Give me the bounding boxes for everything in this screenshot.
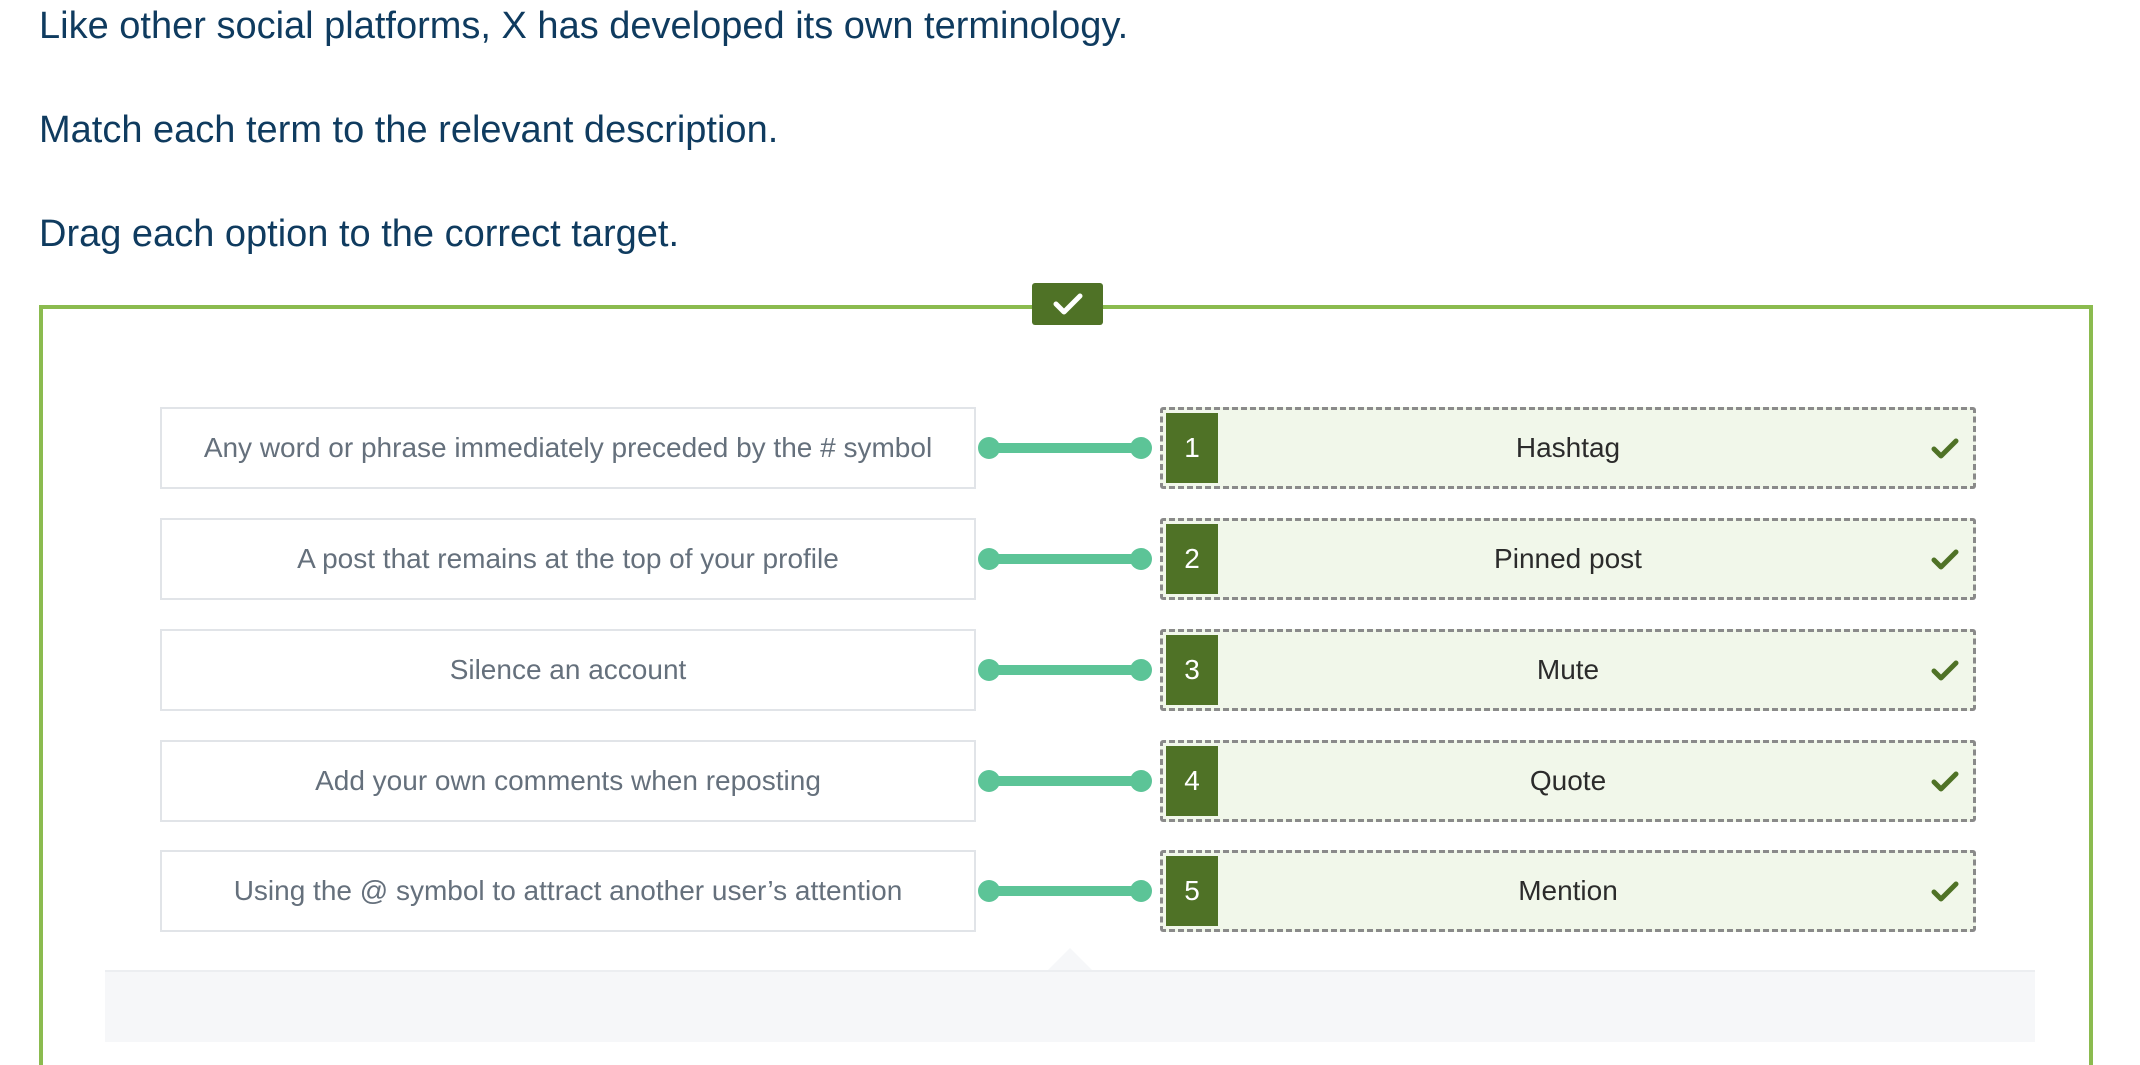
drop-target-pinned-post[interactable]: 2 Pinned post <box>1160 518 1976 600</box>
description-box: Silence an account <box>160 629 976 711</box>
drop-target-mention[interactable]: 5 Mention <box>1160 850 1976 932</box>
status-tab <box>1032 283 1103 325</box>
correct-check-icon <box>1931 881 1959 902</box>
description-box: Add your own comments when reposting <box>160 740 976 822</box>
match-row: Using the @ symbol to attract another us… <box>160 850 1980 932</box>
connector-line <box>978 880 1152 902</box>
description-box: A post that remains at the top of your p… <box>160 518 976 600</box>
connector-line <box>978 548 1152 570</box>
intro-line-2: Match each term to the relevant descript… <box>39 109 779 151</box>
correct-check-icon <box>1931 549 1959 570</box>
connector-line <box>978 659 1152 681</box>
description-box: Any word or phrase immediately preceded … <box>160 407 976 489</box>
term-label[interactable]: Pinned post <box>1494 543 1642 574</box>
correct-check-icon <box>1931 771 1959 792</box>
term-label[interactable]: Mention <box>1518 875 1618 906</box>
correct-check-icon <box>1931 438 1959 459</box>
drop-target-hashtag[interactable]: 1 Hashtag <box>1160 407 1976 489</box>
term-number-badge: 2 <box>1166 524 1218 594</box>
term-number-badge: 4 <box>1166 746 1218 816</box>
check-icon <box>1053 293 1082 315</box>
match-row: Any word or phrase immediately preceded … <box>160 407 1980 489</box>
drop-target-mute[interactable]: 3 Mute <box>1160 629 1976 711</box>
term-number-badge: 1 <box>1166 413 1218 483</box>
term-number-badge: 3 <box>1166 635 1218 705</box>
correct-check-icon <box>1931 660 1959 681</box>
intro-line-1: Like other social platforms, X has devel… <box>39 5 1129 47</box>
term-label[interactable]: Hashtag <box>1515 432 1621 463</box>
term-number-badge: 5 <box>1166 856 1218 926</box>
description-box: Using the @ symbol to attract another us… <box>160 850 976 932</box>
match-row: Add your own comments when reposting 4 Q… <box>160 740 1980 822</box>
feedback-pointer <box>1048 948 1092 970</box>
feedback-panel <box>105 970 2035 1042</box>
connector-line <box>978 437 1152 459</box>
instruction-line: Drag each option to the correct target. <box>39 213 680 255</box>
drop-target-quote[interactable]: 4 Quote <box>1160 740 1976 822</box>
match-row: Silence an account 3 Mute <box>160 629 1980 711</box>
match-row: A post that remains at the top of your p… <box>160 518 1980 600</box>
term-label[interactable]: Quote <box>1529 765 1607 796</box>
term-label[interactable]: Mute <box>1536 654 1600 685</box>
connector-line <box>978 770 1152 792</box>
